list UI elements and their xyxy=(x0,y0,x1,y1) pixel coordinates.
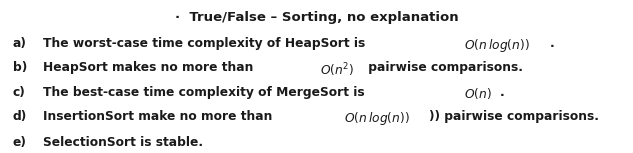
Text: $O(n\, log(n))$: $O(n\, log(n))$ xyxy=(344,110,410,127)
Text: InsertionSort make no more than: InsertionSort make no more than xyxy=(43,110,277,123)
Text: e): e) xyxy=(13,136,27,149)
Text: a): a) xyxy=(13,37,27,50)
Text: $O(n\, log(n))$: $O(n\, log(n))$ xyxy=(465,37,530,54)
Text: c): c) xyxy=(13,86,25,99)
Text: $O(n^{2})$: $O(n^{2})$ xyxy=(320,61,354,79)
Text: SelectionSort is stable.: SelectionSort is stable. xyxy=(43,136,203,149)
Text: HeapSort makes no more than: HeapSort makes no more than xyxy=(43,61,258,74)
Text: d): d) xyxy=(13,110,27,123)
Text: .: . xyxy=(549,37,554,50)
Text: ·  True/False – Sorting, no explanation: · True/False – Sorting, no explanation xyxy=(175,11,458,24)
Text: )) pairwise comparisons.: )) pairwise comparisons. xyxy=(429,110,599,123)
Text: The worst-case time complexity of HeapSort is: The worst-case time complexity of HeapSo… xyxy=(43,37,370,50)
Text: .: . xyxy=(499,86,505,99)
Text: $O(n)$: $O(n)$ xyxy=(463,86,491,101)
Text: The best-case time complexity of MergeSort is: The best-case time complexity of MergeSo… xyxy=(43,86,369,99)
Text: pairwise comparisons.: pairwise comparisons. xyxy=(364,61,523,74)
Text: b): b) xyxy=(13,61,27,74)
